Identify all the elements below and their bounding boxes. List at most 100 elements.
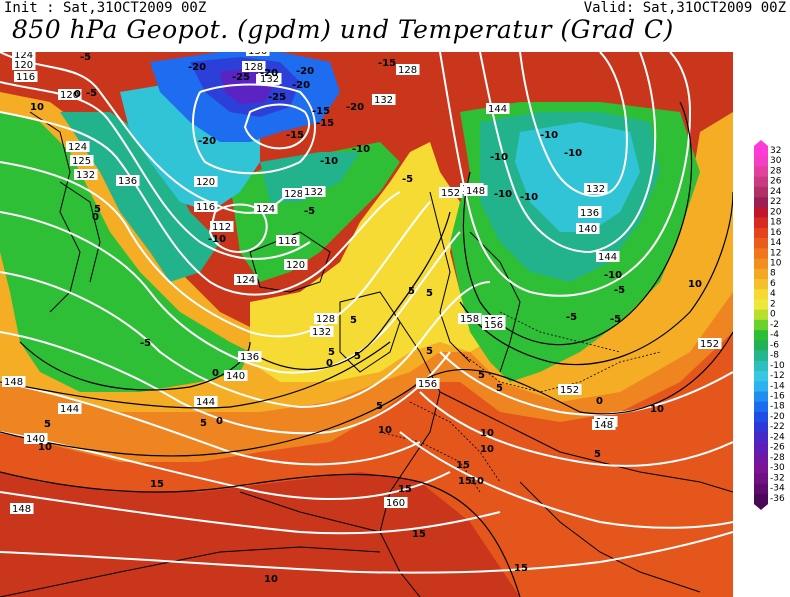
legend-swatch	[754, 258, 768, 270]
svg-text:152: 152	[441, 188, 460, 199]
geopotential-label: 132	[310, 326, 334, 338]
temperature-label: 5	[94, 204, 101, 215]
legend-swatch	[754, 442, 768, 454]
legend-label: -10	[770, 361, 785, 371]
legend-swatch	[754, 340, 768, 351]
svg-text:120: 120	[196, 177, 215, 188]
temperature-label: -5	[566, 312, 577, 323]
svg-text:156: 156	[418, 379, 437, 390]
legend-swatch	[754, 248, 768, 259]
legend-swatch	[754, 350, 768, 362]
temperature-label: -5	[80, 52, 91, 63]
svg-text:120: 120	[14, 60, 33, 71]
legend-label: -12	[770, 371, 785, 381]
geopotential-label: 128	[314, 313, 338, 325]
legend-swatch	[754, 391, 768, 403]
legend-label: 2	[770, 299, 776, 309]
geopotential-label: 125	[70, 155, 94, 167]
legend-label: -26	[770, 443, 785, 453]
temperature-label: 5	[328, 347, 335, 358]
geopotential-label: 132	[302, 186, 326, 198]
legend-label: 10	[770, 259, 782, 269]
svg-text:152: 152	[700, 339, 719, 350]
geopotential-label: 128	[282, 188, 306, 200]
legend-swatch	[754, 411, 768, 423]
geopotential-label: 124	[254, 203, 278, 215]
temperature-label: -10	[490, 152, 508, 163]
legend-swatch	[754, 227, 768, 239]
geopotential-label: 136	[246, 52, 270, 57]
temperature-label: 5	[426, 346, 433, 357]
temperature-label: -5	[140, 338, 151, 349]
temperature-label: 10	[480, 444, 494, 455]
legend-label: 14	[770, 238, 782, 248]
temperature-field-minus10	[60, 112, 660, 282]
geopotential-label: 144	[486, 103, 510, 115]
geopotential-label: 116	[276, 235, 300, 247]
svg-text:136: 136	[580, 208, 599, 219]
legend-swatch	[754, 452, 768, 464]
temperature-label: 5	[594, 449, 601, 460]
legend-swatch	[754, 268, 768, 280]
temperature-label: 0	[92, 212, 99, 223]
legend-label: -8	[770, 351, 779, 361]
legend-swatch	[754, 197, 768, 208]
legend-swatch	[754, 156, 768, 167]
svg-text:136: 136	[240, 352, 259, 363]
temperature-label: -10	[604, 270, 622, 281]
svg-text:128: 128	[244, 62, 263, 73]
legend-label: 0	[770, 310, 776, 320]
legend-label: 6	[770, 279, 776, 289]
svg-text:140: 140	[226, 371, 245, 382]
geopotential-label: 128	[242, 61, 266, 73]
geopotential-label: 132	[584, 183, 608, 195]
svg-text:136: 136	[118, 176, 137, 187]
svg-text:148: 148	[466, 186, 485, 197]
geopotential-label: 152	[558, 384, 582, 396]
legend-label: 4	[770, 289, 776, 299]
legend-label: -28	[770, 453, 785, 463]
legend-label: 28	[770, 166, 782, 176]
geopotential-label: 160	[384, 497, 408, 509]
svg-text:144: 144	[60, 404, 79, 415]
geopotential-label: 144	[58, 403, 82, 415]
temperature-label: -10	[320, 156, 338, 167]
svg-text:132: 132	[586, 184, 605, 195]
temperature-label: 10	[30, 102, 44, 113]
legend-label: 8	[770, 269, 776, 279]
svg-text:160: 160	[386, 498, 405, 509]
temperature-label: -5	[614, 285, 625, 296]
legend-swatch	[754, 432, 768, 443]
legend-label: 20	[770, 207, 782, 217]
geopotential-label: 116	[14, 71, 38, 83]
legend-swatch	[754, 360, 768, 372]
temperature-label: 15	[412, 529, 426, 540]
temperature-label: 5	[496, 383, 503, 394]
legend-label: -32	[770, 473, 785, 483]
temperature-label: -15	[312, 106, 330, 117]
temperature-label: -10	[352, 144, 370, 155]
legend-label: -6	[770, 340, 779, 350]
temperature-label: 5	[408, 286, 415, 297]
legend-arrow-bottom	[754, 504, 768, 510]
temperature-label: 15	[398, 484, 412, 495]
temperature-label: -15	[316, 118, 334, 129]
temperature-label: -5	[610, 314, 621, 325]
legend-label: 22	[770, 197, 781, 207]
temperature-label: -10	[208, 234, 226, 245]
temperature-legend: 32302826242220181614121086420-2-4-6-8-10…	[754, 140, 785, 510]
svg-text:132: 132	[312, 327, 331, 338]
geopotential-label: 140	[576, 223, 600, 235]
init-time: Init : Sat,31OCT2009 00Z	[4, 0, 207, 16]
geopotential-label: 140	[224, 370, 248, 382]
temperature-label: 5	[376, 401, 383, 412]
legend-swatch	[754, 309, 768, 321]
temperature-label: -5	[86, 88, 97, 99]
svg-text:132: 132	[76, 170, 95, 181]
legend-label: -22	[770, 422, 785, 432]
legend-swatch	[754, 319, 768, 331]
legend-arrow-top	[754, 140, 768, 146]
legend-swatch	[754, 207, 768, 218]
legend-label: 32	[770, 146, 781, 156]
